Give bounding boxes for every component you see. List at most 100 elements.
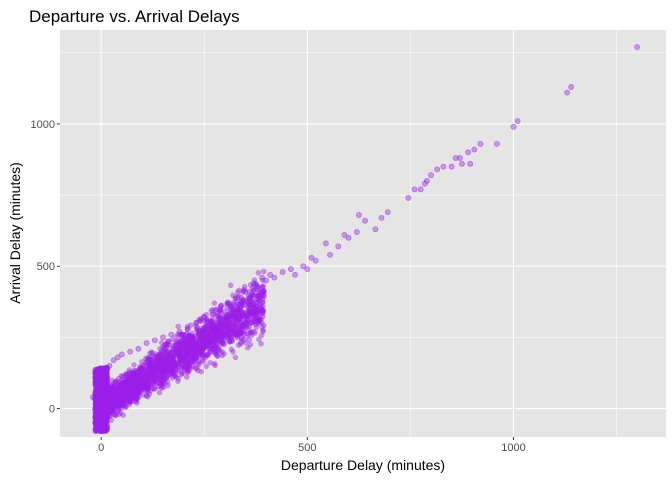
data-point [216, 328, 222, 335]
data-point [143, 340, 150, 346]
data-point [96, 417, 102, 423]
data-point [97, 368, 104, 375]
data-point [163, 341, 170, 347]
data-point [93, 367, 100, 374]
data-point [235, 310, 241, 317]
data-point [96, 378, 103, 385]
data-point [100, 410, 107, 416]
data-point [98, 394, 104, 401]
data-point [101, 387, 108, 394]
data-point [102, 406, 109, 413]
data-point [261, 322, 267, 329]
data-point [93, 404, 99, 411]
data-point [180, 337, 187, 344]
data-point [92, 379, 99, 385]
data-point [98, 386, 104, 393]
data-point [155, 365, 161, 372]
data-point [101, 394, 107, 401]
data-point [100, 400, 107, 407]
data-point [102, 412, 108, 419]
data-point [93, 381, 100, 388]
data-point [96, 422, 103, 429]
data-point [98, 409, 104, 416]
data-point [634, 44, 641, 50]
data-point [112, 399, 119, 406]
data-point [100, 400, 106, 407]
data-point [93, 375, 100, 382]
data-point [126, 384, 133, 391]
data-point [109, 407, 116, 414]
data-point [172, 362, 179, 368]
data-point [191, 347, 198, 354]
data-point [96, 387, 103, 394]
data-point [167, 361, 174, 368]
data-point [103, 372, 109, 378]
data-point [228, 335, 235, 342]
data-point [210, 325, 216, 332]
data-point [244, 319, 250, 326]
data-point [131, 362, 137, 368]
data-point [90, 394, 96, 401]
data-point [97, 408, 103, 415]
data-point [96, 406, 103, 413]
data-point [95, 365, 102, 372]
data-point [183, 348, 190, 354]
data-point [104, 412, 110, 419]
data-point [102, 385, 109, 392]
data-point [166, 365, 173, 372]
data-point [169, 375, 176, 381]
data-point [102, 420, 109, 426]
data-point [99, 392, 106, 399]
data-point [135, 381, 142, 388]
data-point [92, 368, 99, 374]
data-point [92, 414, 98, 421]
data-point [95, 386, 102, 393]
data-point [98, 428, 105, 435]
data-point [100, 387, 107, 394]
data-point [260, 268, 267, 275]
data-point [405, 195, 412, 201]
data-point [142, 372, 149, 379]
data-point [155, 373, 162, 380]
data-point [94, 421, 101, 427]
data-point [101, 410, 108, 417]
data-point [143, 373, 150, 380]
data-point [93, 371, 100, 378]
data-point [95, 396, 101, 402]
data-point [176, 328, 183, 335]
data-point [153, 367, 159, 373]
data-point [99, 386, 106, 393]
data-point [95, 381, 101, 388]
data-point [104, 415, 111, 422]
data-point [93, 388, 100, 395]
data-point [102, 417, 109, 423]
data-point [116, 393, 122, 400]
data-point [92, 405, 98, 412]
data-point [143, 387, 149, 394]
data-point [253, 324, 260, 331]
data-point [93, 369, 99, 375]
data-point [102, 403, 109, 410]
data-point [163, 364, 170, 371]
data-point [184, 369, 191, 376]
data-point [99, 400, 106, 407]
data-point [98, 387, 104, 393]
data-point [101, 401, 108, 408]
data-point [99, 393, 105, 400]
data-point [100, 410, 107, 417]
data-point [102, 427, 109, 434]
data-point [92, 380, 99, 386]
data-point [96, 402, 103, 409]
data-point [97, 410, 104, 417]
data-point [100, 411, 106, 418]
minor-gridlines [60, 30, 666, 437]
data-point [131, 374, 138, 381]
data-point [97, 409, 104, 416]
data-point [212, 362, 218, 369]
data-point [94, 392, 101, 398]
data-point [96, 404, 103, 411]
data-point [127, 348, 133, 355]
data-point [154, 365, 161, 371]
data-point [99, 395, 105, 402]
data-point [146, 365, 152, 371]
